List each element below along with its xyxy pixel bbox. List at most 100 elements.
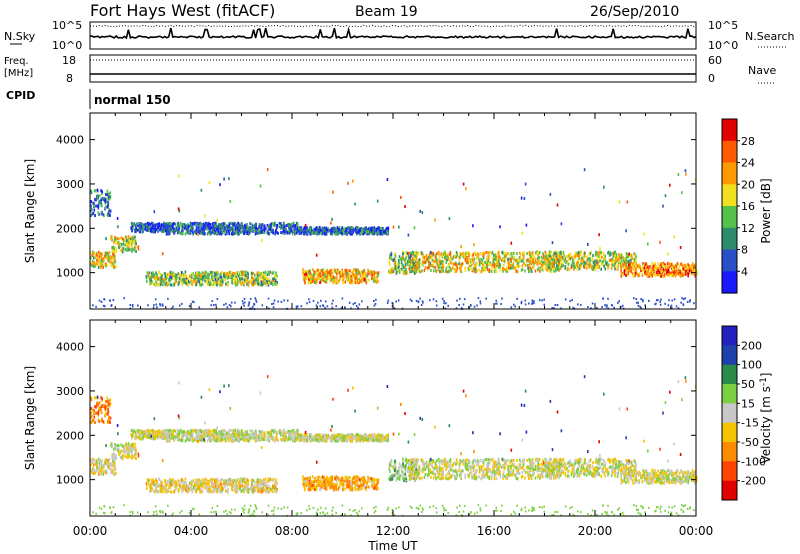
echo-cell xyxy=(558,268,560,271)
echo-cell xyxy=(510,258,512,262)
echo-cell xyxy=(552,260,555,264)
echo-cell xyxy=(354,281,357,284)
echo-cell xyxy=(147,221,149,225)
echo-cell xyxy=(408,262,410,266)
echo-cell xyxy=(522,256,525,260)
echo-cell xyxy=(107,462,110,466)
echo-cell xyxy=(649,265,651,268)
echo-cell xyxy=(607,307,609,310)
echo-cell xyxy=(108,192,110,196)
echo-cell xyxy=(356,268,359,272)
echo-cell xyxy=(604,304,606,307)
echo-cell xyxy=(350,279,353,282)
echo-cell xyxy=(560,258,563,261)
echo-cell xyxy=(506,266,508,270)
echo-cell xyxy=(450,268,453,272)
echo-cell xyxy=(159,303,161,305)
echo-cell xyxy=(283,299,285,302)
echo-cell xyxy=(267,297,270,300)
freq-left-top-tick: 18 xyxy=(62,54,76,67)
echo-cell xyxy=(357,276,359,280)
echo-cell xyxy=(149,229,152,233)
echo-cell xyxy=(402,255,404,259)
echo-cell xyxy=(100,255,103,259)
echo-cell xyxy=(172,271,174,275)
echo-cell xyxy=(440,268,443,271)
echo-cell xyxy=(620,263,622,267)
echo-cell xyxy=(360,226,362,230)
echo-cell xyxy=(482,266,485,270)
echo-cell xyxy=(145,275,148,278)
echo-cell xyxy=(603,185,605,189)
echo-cell xyxy=(233,272,236,275)
noise-search-label: N.Search xyxy=(745,30,795,43)
echo-cell xyxy=(403,258,406,262)
echo-cell xyxy=(281,224,283,228)
echo-cell xyxy=(261,283,264,287)
echo-cell xyxy=(573,264,576,268)
echo-cell xyxy=(596,255,599,259)
echo-cell xyxy=(348,229,351,233)
echo-cell xyxy=(115,456,118,460)
echo-cell xyxy=(213,227,215,231)
echo-cell xyxy=(230,305,232,308)
echo-cell xyxy=(91,468,94,472)
echo-cell xyxy=(551,241,554,245)
echo-cell xyxy=(92,418,95,422)
echo-cell xyxy=(130,450,133,454)
echo-cell xyxy=(427,256,430,260)
echo-cell xyxy=(198,225,200,229)
echo-cell xyxy=(368,278,370,282)
echo-cell xyxy=(602,259,604,263)
echo-cell xyxy=(238,277,241,281)
echo-cell xyxy=(161,252,164,256)
echo-cell xyxy=(119,450,122,454)
echo-cell xyxy=(114,249,116,253)
echo-cell xyxy=(404,251,407,255)
echo-cell xyxy=(119,456,122,459)
echo-cell xyxy=(521,264,524,268)
echo-cell xyxy=(112,472,115,476)
echo-cell xyxy=(316,228,318,232)
echo-cell xyxy=(92,211,95,215)
echo-cell xyxy=(328,229,331,233)
echo-cell xyxy=(92,466,94,470)
echo-cell xyxy=(127,448,129,452)
echo-cell xyxy=(126,246,129,250)
echo-cell xyxy=(664,194,667,198)
echo-cell xyxy=(414,264,416,268)
echo-cell xyxy=(157,282,160,286)
echo-cell xyxy=(104,305,106,308)
echo-cell xyxy=(306,274,309,278)
echo-cell xyxy=(249,279,252,283)
echo-cell xyxy=(293,227,295,231)
echo-cell xyxy=(404,265,406,269)
echo-cell xyxy=(560,307,562,310)
echo-cell xyxy=(677,173,680,176)
echo-cell xyxy=(370,272,372,276)
echo-cell xyxy=(216,281,219,284)
echo-cell xyxy=(123,444,126,448)
echo-cell xyxy=(355,274,357,278)
echo-cell xyxy=(628,254,631,258)
echo-cell xyxy=(112,252,114,256)
echo-cell xyxy=(549,255,552,258)
y-tick-label: 2000 xyxy=(56,222,84,235)
echo-cell xyxy=(97,467,99,471)
echo-cell xyxy=(204,270,207,274)
echo-cell xyxy=(368,228,370,232)
echo-cell xyxy=(271,280,273,284)
echo-cell xyxy=(349,281,351,285)
echo-cell xyxy=(284,226,286,229)
echo-cell xyxy=(640,269,642,273)
echo-cell xyxy=(530,267,532,271)
echo-cell xyxy=(445,261,447,264)
echo-cell xyxy=(302,268,304,272)
echo-cell xyxy=(260,239,263,242)
echo-cell xyxy=(256,231,259,235)
echo-cell xyxy=(555,261,558,264)
echo-cell xyxy=(312,268,314,272)
echo-cell xyxy=(548,254,550,258)
echo-cell xyxy=(685,172,687,176)
echo-cell xyxy=(550,268,552,272)
